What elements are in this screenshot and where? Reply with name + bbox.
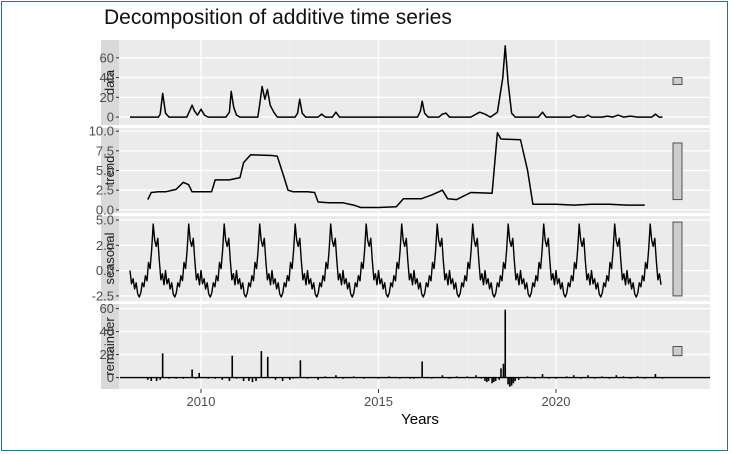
x-tick-label: 2015 <box>364 394 393 409</box>
seasonal-strip <box>101 216 119 301</box>
data-strip-label: data <box>102 69 117 95</box>
trend-series-line <box>147 131 645 209</box>
trend-strip <box>101 128 119 213</box>
trend-y-tick-label: 5.0 <box>96 163 114 178</box>
remainder-range-bar <box>672 346 683 357</box>
trend-y-tick-label: 10.0 <box>89 124 114 139</box>
seasonal-y-tick-label: -2.5 <box>92 288 114 303</box>
remainder-y-tick-label: 20 <box>100 347 114 362</box>
seasonal-y-tick-label: 5.0 <box>96 213 114 228</box>
remainder-strip <box>101 304 119 389</box>
trend-y-tick-label: 7.5 <box>96 143 114 158</box>
data-y-tick-label: 40 <box>100 70 114 85</box>
seasonal-y-tick-label: 2.5 <box>96 238 114 253</box>
seasonal-range-bar <box>672 221 683 297</box>
seasonal-y-tick-label: 0.0 <box>96 263 114 278</box>
trend-y-tick-label: 0.0 <box>96 202 114 217</box>
x-tick-label: 2020 <box>542 394 571 409</box>
data-range-bar <box>672 77 683 85</box>
x-axis-title: Years <box>401 411 439 428</box>
data-strip <box>101 40 119 125</box>
trend-strip-label: trend <box>102 156 117 186</box>
data-y-tick-label: 60 <box>100 50 114 65</box>
remainder-y-tick-label: 40 <box>100 324 114 339</box>
x-tick-label: 2010 <box>187 394 216 409</box>
remainder-panel-bg <box>119 304 710 389</box>
remainder-strip-label: remainder <box>102 317 117 376</box>
seasonal-strip-label: seasonal <box>102 232 117 284</box>
trend-y-tick-label: 2.5 <box>96 183 114 198</box>
data-y-tick-label: 20 <box>100 90 114 105</box>
data-panel-bg <box>119 40 710 125</box>
data-y-tick-label: 0 <box>107 110 114 125</box>
seasonal-panel-bg <box>119 216 710 301</box>
remainder-y-tick-label: 60 <box>100 301 114 316</box>
chart-title: Decomposition of additive time series <box>104 6 452 29</box>
seasonal-series-line <box>129 223 662 298</box>
trend-range-bar <box>672 142 683 201</box>
remainder-y-tick-label: 0 <box>107 370 114 385</box>
data-series-line <box>130 45 663 118</box>
